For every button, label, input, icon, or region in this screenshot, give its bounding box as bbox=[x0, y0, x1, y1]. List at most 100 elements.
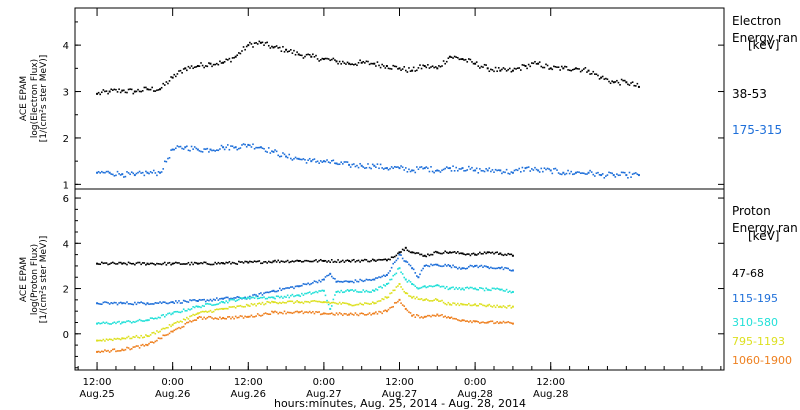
data-point bbox=[222, 262, 225, 265]
data-point bbox=[302, 283, 305, 285]
data-point bbox=[234, 146, 237, 149]
data-point bbox=[146, 302, 149, 305]
data-point bbox=[129, 302, 131, 305]
data-point bbox=[488, 303, 491, 306]
data-point bbox=[135, 303, 138, 306]
data-point bbox=[242, 46, 245, 48]
data-point bbox=[112, 348, 114, 351]
data-point bbox=[283, 50, 286, 53]
data-point bbox=[349, 260, 352, 263]
data-point bbox=[605, 175, 607, 177]
data-point bbox=[376, 300, 379, 303]
data-point bbox=[384, 67, 387, 69]
data-point bbox=[362, 312, 365, 315]
data-point bbox=[196, 299, 199, 302]
data-point bbox=[282, 260, 284, 263]
data-point bbox=[126, 91, 128, 94]
data-point bbox=[590, 72, 593, 75]
data-point bbox=[119, 349, 122, 352]
data-point bbox=[468, 165, 470, 168]
data-point bbox=[275, 311, 278, 314]
data-point bbox=[406, 170, 409, 173]
data-point bbox=[353, 163, 355, 165]
data-point bbox=[455, 318, 458, 320]
data-point bbox=[365, 60, 368, 63]
series-1060-1900 bbox=[96, 298, 514, 354]
data-point bbox=[305, 162, 308, 164]
data-point bbox=[501, 288, 503, 291]
data-point bbox=[362, 289, 365, 291]
data-point bbox=[291, 286, 294, 288]
data-point bbox=[623, 79, 626, 82]
data-point bbox=[208, 263, 210, 265]
legend-title-line: Energy ran bbox=[732, 31, 798, 45]
data-point bbox=[157, 302, 160, 304]
data-point bbox=[223, 307, 226, 310]
data-point bbox=[126, 171, 128, 173]
data-point bbox=[212, 149, 215, 152]
data-point bbox=[471, 166, 473, 169]
data-point bbox=[195, 300, 198, 302]
data-point bbox=[294, 156, 297, 159]
data-point bbox=[507, 267, 509, 270]
data-point bbox=[137, 171, 139, 174]
data-point bbox=[378, 167, 380, 170]
data-point bbox=[505, 254, 508, 256]
data-point bbox=[441, 252, 443, 255]
data-point bbox=[365, 278, 368, 281]
data-point bbox=[245, 260, 248, 263]
data-point bbox=[280, 50, 283, 53]
data-point bbox=[433, 171, 435, 174]
data-point bbox=[381, 298, 383, 300]
data-point bbox=[319, 258, 322, 261]
data-point bbox=[627, 176, 629, 179]
data-point bbox=[219, 148, 221, 150]
data-point bbox=[319, 59, 322, 61]
data-point bbox=[175, 322, 177, 324]
data-point bbox=[244, 143, 246, 146]
data-point bbox=[220, 262, 223, 264]
data-point bbox=[283, 261, 286, 263]
data-point bbox=[200, 306, 202, 309]
data-point bbox=[357, 303, 360, 306]
data-point bbox=[214, 63, 216, 66]
data-point bbox=[419, 316, 421, 319]
data-point bbox=[290, 261, 292, 263]
data-point bbox=[338, 280, 341, 283]
data-point bbox=[444, 263, 446, 266]
data-point bbox=[211, 65, 213, 68]
x-tick-date: Aug.26 bbox=[155, 389, 190, 400]
data-point bbox=[324, 294, 327, 297]
data-point bbox=[499, 69, 502, 72]
data-point bbox=[479, 251, 481, 254]
data-point bbox=[206, 147, 209, 150]
data-point bbox=[510, 253, 513, 256]
data-point bbox=[203, 261, 205, 264]
data-point bbox=[505, 168, 508, 171]
data-point bbox=[141, 302, 144, 304]
data-point bbox=[365, 259, 368, 261]
data-point bbox=[573, 68, 576, 70]
data-point bbox=[186, 263, 188, 265]
data-point bbox=[420, 298, 423, 300]
data-point bbox=[228, 57, 231, 60]
data-point bbox=[397, 166, 399, 168]
data-point bbox=[121, 262, 124, 265]
data-point bbox=[302, 294, 305, 296]
data-point bbox=[260, 262, 262, 265]
data-point bbox=[310, 311, 313, 314]
data-point bbox=[119, 91, 122, 94]
data-point bbox=[353, 290, 355, 292]
data-point bbox=[472, 320, 475, 322]
data-point bbox=[472, 265, 475, 268]
data-point bbox=[373, 164, 376, 167]
data-point bbox=[370, 279, 372, 282]
data-point bbox=[379, 259, 382, 261]
data-point bbox=[171, 148, 174, 151]
data-point bbox=[100, 322, 103, 325]
data-point bbox=[511, 305, 514, 308]
data-point bbox=[474, 169, 477, 172]
data-point bbox=[502, 289, 505, 292]
